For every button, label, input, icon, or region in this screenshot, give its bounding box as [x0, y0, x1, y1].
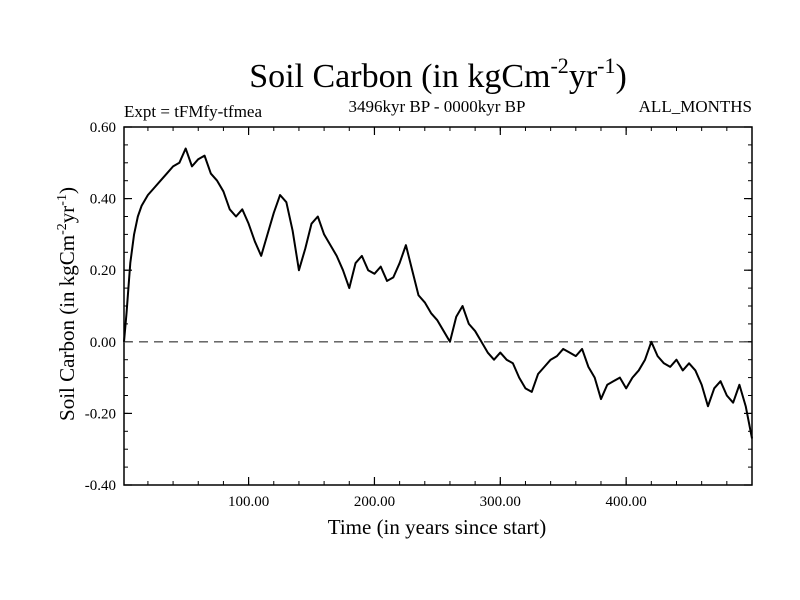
expt-label: Expt = tFMfy-tfmea [124, 102, 262, 121]
chart-title: Soil Carbon (in kgCm-2yr-1) [249, 53, 627, 95]
x-tick-label: 300.00 [480, 494, 521, 510]
y-tick-label: 0.20 [90, 263, 116, 279]
axis-tick-labels: -0.40 -0.20 0.00 0.20 0.40 0.60 100.00 200.00 30… [85, 120, 647, 510]
y-axis-label-exponent-2: -1 [55, 194, 70, 206]
x-tick-label: 400.00 [606, 494, 647, 510]
data-series [123, 147, 753, 439]
y-axis-label-end: ) [55, 187, 79, 194]
y-tick-label: 0.00 [90, 335, 116, 351]
y-axis-label: Soil Carbon (in kgCm-2yr-1) [55, 187, 79, 421]
y-tick-label: -0.40 [85, 478, 116, 494]
chart-title-exponent-2: -1 [597, 53, 615, 78]
y-axis-label-exponent-1: -2 [55, 223, 70, 235]
y-axis-label-main: Soil Carbon (in kgCm [55, 235, 79, 421]
chart-title-main: Soil Carbon (in kgCm [249, 58, 550, 95]
chart-title-mid: yr [569, 58, 598, 95]
y-axis-label-mid: yr [55, 206, 79, 224]
y-tick-label: 0.40 [90, 192, 116, 208]
x-tick-label: 100.00 [228, 494, 269, 510]
chart-title-exponent-1: -2 [550, 53, 568, 78]
y-tick-label: 0.60 [90, 120, 116, 136]
y-tick-label: -0.20 [85, 406, 116, 422]
series-line [123, 147, 753, 439]
chart-title-end: ) [615, 58, 626, 95]
x-axis-label: Time (in years since start) [328, 515, 547, 539]
x-tick-label: 200.00 [354, 494, 395, 510]
axis-ticks [124, 126, 752, 486]
season-label: ALL_MONTHS [639, 97, 752, 116]
period-label: 3496kyr BP - 0000kyr BP [349, 97, 526, 116]
